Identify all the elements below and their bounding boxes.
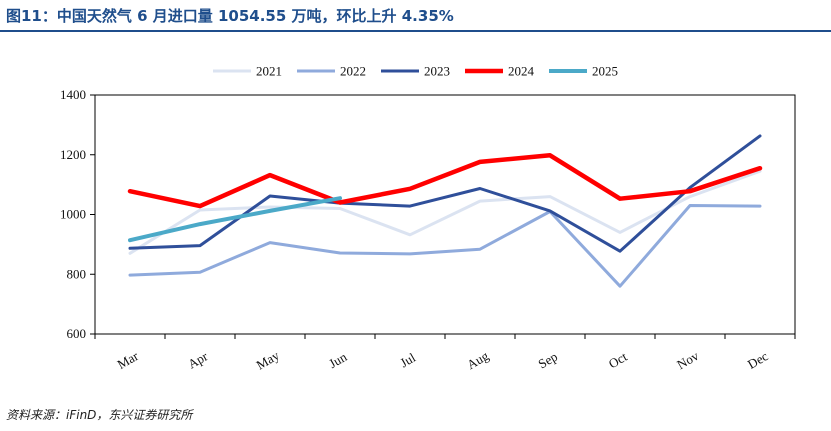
series-line-2023 bbox=[128, 134, 762, 253]
y-tick-label: 1400 bbox=[60, 87, 86, 102]
x-tick-label: Jun bbox=[326, 349, 350, 371]
chart-axes: 600 800 1000 1200 1400 Mar Apr May Jun Jul Aug Sep O… bbox=[60, 87, 796, 373]
x-tick-label: Apr bbox=[185, 348, 211, 371]
series-lines bbox=[127, 134, 763, 288]
chart-title: 图11：中国天然气 6 月进口量 1054.55 万吨，环比上升 4.35% bbox=[6, 7, 454, 25]
x-tick-label: Dec bbox=[745, 348, 771, 372]
x-tick-label: Oct bbox=[606, 349, 630, 372]
x-tick-label: Nov bbox=[674, 348, 701, 372]
x-tick-label: Sep bbox=[536, 349, 560, 372]
legend: 2021 2022 2023 2024 2025 bbox=[213, 64, 618, 79]
y-tick-label: 600 bbox=[67, 326, 87, 341]
legend-label-2025: 2025 bbox=[592, 64, 618, 79]
legend-label-2023: 2023 bbox=[424, 64, 450, 79]
y-tick-label: 1200 bbox=[60, 147, 86, 162]
series-line-2024 bbox=[127, 153, 763, 209]
series-line-2022 bbox=[128, 204, 762, 288]
x-tick-label: Aug bbox=[464, 348, 491, 372]
series-line-2021 bbox=[128, 169, 762, 255]
y-tick-label: 800 bbox=[67, 266, 87, 281]
plot-frame bbox=[94, 94, 796, 335]
x-tick-label: Mar bbox=[115, 348, 142, 372]
source-note: 资料来源：iFinD，东兴证券研究所 bbox=[6, 408, 193, 422]
x-tick-label: Jul bbox=[397, 350, 418, 371]
legend-label-2024: 2024 bbox=[508, 64, 535, 79]
legend-label-2022: 2022 bbox=[340, 64, 366, 79]
series-line-2025 bbox=[128, 196, 342, 243]
x-tick-label: May bbox=[254, 347, 283, 372]
title-divider bbox=[0, 30, 831, 32]
y-tick-label: 1000 bbox=[60, 207, 86, 222]
legend-label-2021: 2021 bbox=[256, 64, 282, 79]
